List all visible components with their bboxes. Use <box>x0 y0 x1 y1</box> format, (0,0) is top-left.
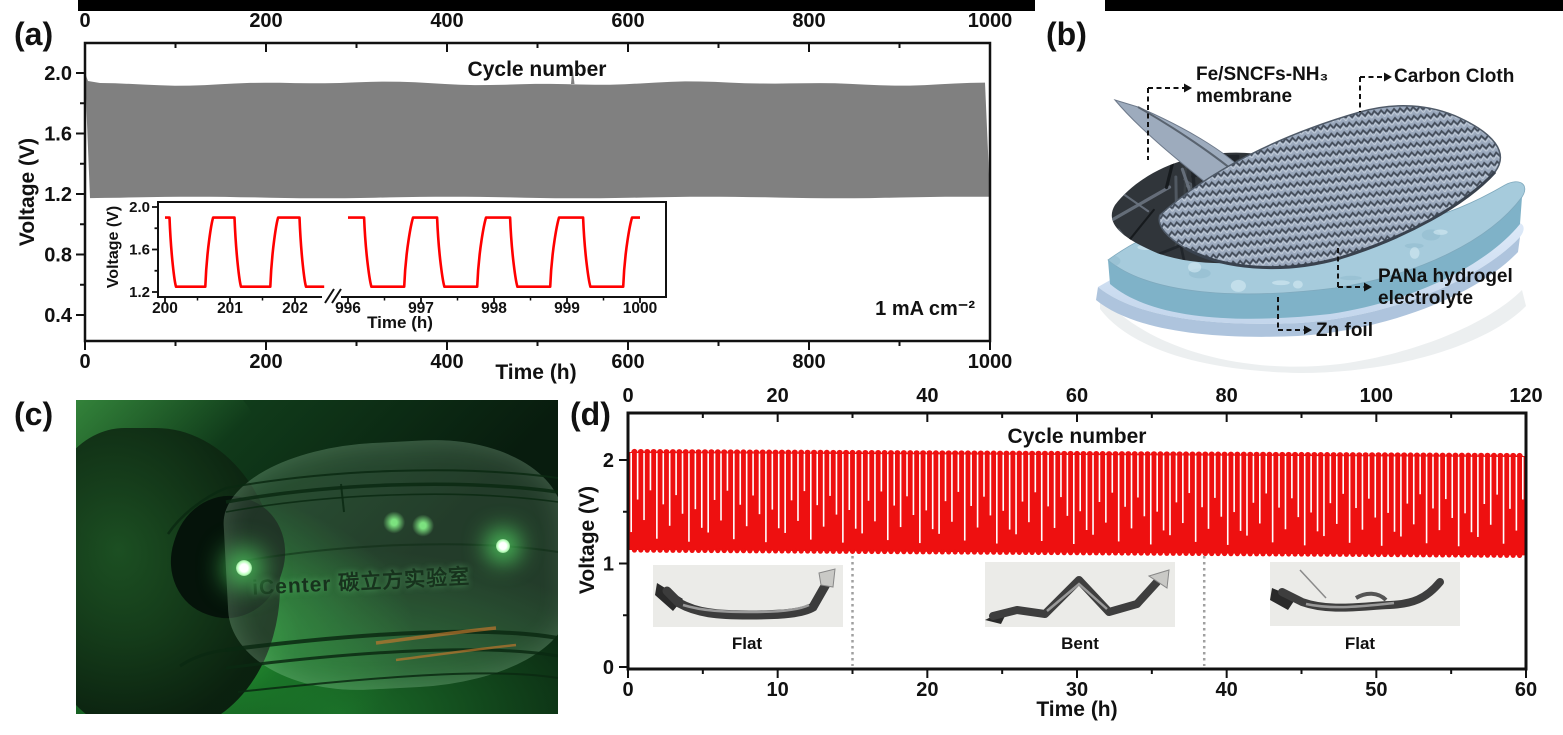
panel-d-top-axis-title: Cycle number <box>1007 425 1147 448</box>
hydrogel-callout-label: PANa hydrogel electrolyte <box>1378 266 1513 310</box>
panel-d-y-axis-label: Voltage (V) <box>576 485 599 595</box>
hydrogel-callout-line1: PANa hydrogel <box>1378 266 1513 287</box>
svg-text:999: 999 <box>554 300 580 317</box>
panel-a-letter: (a) <box>14 16 54 52</box>
svg-text:1000: 1000 <box>623 300 657 317</box>
svg-text:997: 997 <box>408 300 434 317</box>
membrane-callout-line1: Fe/SNCFs-NH₃ <box>1196 64 1329 85</box>
zn-foil-edge <box>1096 237 1520 337</box>
svg-text:800: 800 <box>792 351 825 373</box>
section-caption-flat-2: Flat <box>1344 634 1376 653</box>
svg-text:50: 50 <box>1365 679 1387 701</box>
panel-d-x-axis-label: Time (h) <box>1036 698 1118 721</box>
svg-text:400: 400 <box>430 10 463 32</box>
hydrogel-callout-line2: electrolyte <box>1378 288 1474 309</box>
svg-text:2.0: 2.0 <box>129 199 150 216</box>
section-caption-bent: Bent <box>1061 634 1099 653</box>
top-crop-bar-right <box>1105 0 1563 11</box>
svg-text:800: 800 <box>792 10 825 32</box>
svg-text:200: 200 <box>249 351 282 373</box>
battery-stack-schematic <box>1096 72 1526 373</box>
svg-text:100: 100 <box>1360 385 1393 407</box>
svg-text:60: 60 <box>1066 385 1088 407</box>
svg-text:0: 0 <box>622 679 633 701</box>
svg-text:400: 400 <box>430 351 463 373</box>
panel-a-inset-x-axis-label: Time (h) <box>367 313 433 332</box>
svg-text:20: 20 <box>767 385 789 407</box>
led-glow-right <box>496 539 510 553</box>
device-photo-flat-2 <box>1270 562 1460 626</box>
svg-text:0: 0 <box>79 351 90 373</box>
svg-text:998: 998 <box>481 300 507 317</box>
panel-a-chart: 0 200 400 600 800 1000 0 200 400 600 800 1000 2.0 1.6… <box>44 10 1012 373</box>
svg-text:2.0: 2.0 <box>44 63 72 85</box>
svg-text:1000: 1000 <box>968 10 1013 32</box>
svg-text:1.6: 1.6 <box>129 242 150 259</box>
panel-a-top-axis-title: Cycle number <box>467 58 607 81</box>
panel-a-inset-y-axis-label: Voltage (V) <box>105 205 122 289</box>
flexible-battery-led-photo: iCenter 碳立方实验室 <box>76 400 558 714</box>
membrane-callout-label: Fe/SNCFs-NH₃ membrane <box>1196 64 1328 108</box>
inset-voltage-profile <box>165 216 640 288</box>
panel-b-letter: (b) <box>1046 16 1087 52</box>
device-strip-traces <box>166 469 558 693</box>
svg-text:600: 600 <box>611 10 644 32</box>
top-crop-bar-left <box>78 0 1035 11</box>
svg-text:1000: 1000 <box>968 351 1013 373</box>
svg-text:30: 30 <box>1066 679 1088 701</box>
svg-text:0: 0 <box>79 10 90 32</box>
svg-text:202: 202 <box>282 300 308 317</box>
base-sheet <box>1100 290 1526 373</box>
panel-a-y-axis-label: Voltage (V) <box>16 137 39 247</box>
svg-text:1: 1 <box>603 554 614 576</box>
membrane-callout-line2: membrane <box>1196 86 1293 107</box>
led-glow-left <box>236 560 252 576</box>
svg-text:20: 20 <box>916 679 938 701</box>
svg-text:60: 60 <box>1515 679 1537 701</box>
svg-text:1.2: 1.2 <box>129 284 150 301</box>
svg-text:10: 10 <box>767 679 789 701</box>
panel-a-x-axis-label: Time (h) <box>495 361 577 384</box>
panel-d-letter: (d) <box>570 396 611 432</box>
zn-foil-callout-label: Zn foil <box>1316 320 1373 341</box>
hydrogel-front-edge <box>1108 197 1522 319</box>
svg-text:40: 40 <box>916 385 938 407</box>
svg-text:200: 200 <box>152 300 178 317</box>
svg-text:1.6: 1.6 <box>44 124 72 146</box>
panel-d-voltage-envelope <box>628 452 1526 556</box>
panel-a-voltage-envelope <box>85 73 990 199</box>
device-photo-flat-1 <box>653 565 843 627</box>
panel-a-current-density-annotation: 1 mA cm⁻² <box>875 298 975 320</box>
svg-text:120: 120 <box>1509 385 1542 407</box>
svg-text:996: 996 <box>335 300 361 317</box>
svg-text:201: 201 <box>217 300 243 317</box>
svg-text:80: 80 <box>1216 385 1238 407</box>
svg-text:1.2: 1.2 <box>44 184 72 206</box>
svg-text:40: 40 <box>1216 679 1238 701</box>
svg-text:0: 0 <box>603 657 614 679</box>
carbon-cloth-callout-label: Carbon Cloth <box>1394 66 1515 87</box>
svg-text:600: 600 <box>611 351 644 373</box>
svg-text:200: 200 <box>249 10 282 32</box>
svg-text:2: 2 <box>603 450 614 472</box>
panel-c-letter: (c) <box>14 396 54 432</box>
svg-text:0.4: 0.4 <box>44 305 73 327</box>
section-caption-flat-1: Flat <box>731 634 763 653</box>
svg-text:0: 0 <box>622 385 633 407</box>
svg-text:0.8: 0.8 <box>44 245 72 267</box>
device-photo-bent <box>985 562 1175 627</box>
